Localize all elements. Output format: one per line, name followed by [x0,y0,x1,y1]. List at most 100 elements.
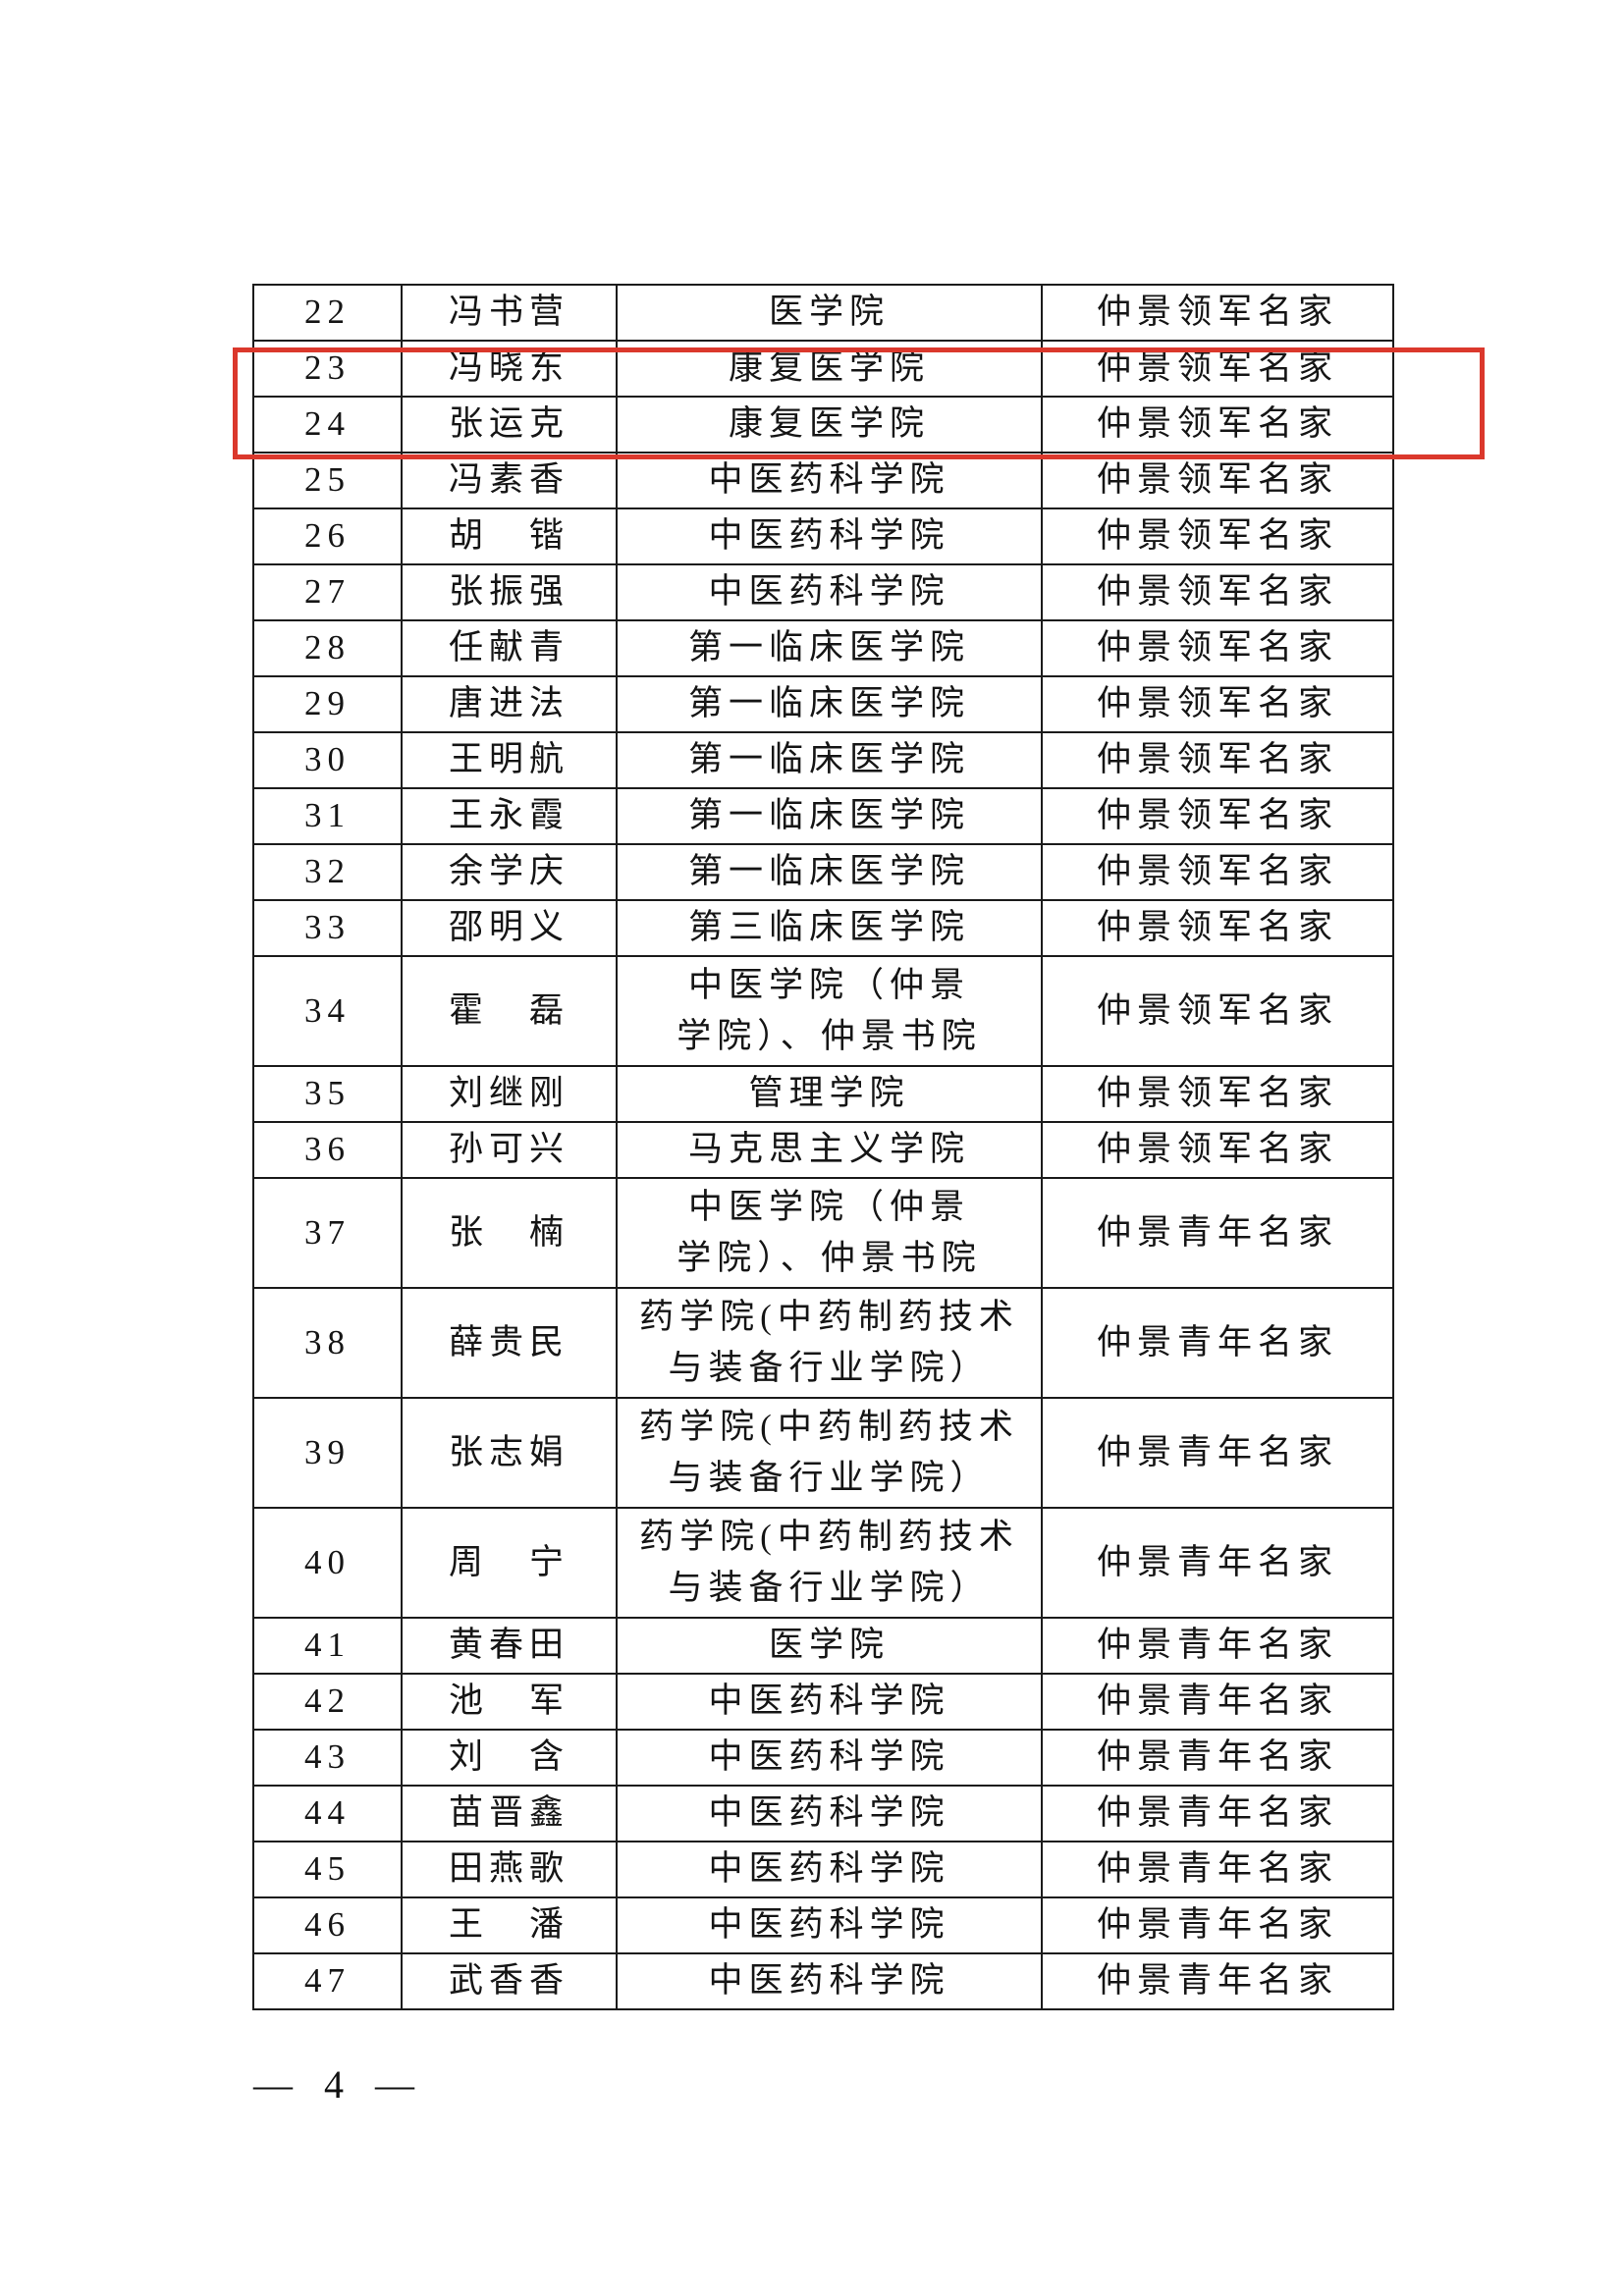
honor-title-cell: 仲景领军名家 [1041,955,1394,1067]
row-number-cell: 23 [252,340,403,398]
person-name-cell: 唐进法 [401,675,618,733]
college-name-cell: 中医学院（仲景 学院）、仲景书院 [616,1177,1043,1289]
table-row: 35 刘继刚 管理学院 仲景领军名家 [252,1065,1394,1123]
page-number: — 4 — [253,2062,416,2107]
honor-title-cell: 仲景青年名家 [1041,1617,1394,1675]
table-row: 41 黄春田 医学院 仲景青年名家 [252,1617,1394,1675]
row-number-cell: 42 [252,1673,403,1731]
table-row: 24 张运克 康复医学院 仲景领军名家 [252,396,1394,454]
table-row: 30 王明航 第一临床医学院 仲景领军名家 [252,731,1394,789]
table-row: 28 任献青 第一临床医学院 仲景领军名家 [252,619,1394,677]
honor-title-cell: 仲景青年名家 [1041,1177,1394,1289]
college-name-cell: 第三临床医学院 [616,899,1043,957]
person-name-cell: 张 楠 [401,1177,618,1289]
college-name-cell: 第一临床医学院 [616,843,1043,901]
table-row: 44 苗晋鑫 中医药科学院 仲景青年名家 [252,1785,1394,1842]
roster-body: 22 冯书营 医学院 仲景领军名家 23 冯晓东 康复医学院 仲景领军名家 24 张运克 康复医学院… [252,284,1394,2010]
college-name-cell: 中医药科学院 [616,1952,1043,2010]
row-number-cell: 45 [252,1841,403,1898]
row-number-cell: 43 [252,1729,403,1787]
row-number-cell: 30 [252,731,403,789]
person-name-cell: 余学庆 [401,843,618,901]
honor-title-cell: 仲景领军名家 [1041,563,1394,621]
row-number-cell: 25 [252,452,403,509]
college-name-cell: 管理学院 [616,1065,1043,1123]
row-number-cell: 39 [252,1397,403,1509]
person-name-cell: 张运克 [401,396,618,454]
person-name-cell: 刘继刚 [401,1065,618,1123]
table-row: 29 唐进法 第一临床医学院 仲景领军名家 [252,675,1394,733]
row-number-cell: 47 [252,1952,403,2010]
college-name-cell: 药学院(中药制药技术 与装备行业学院） [616,1507,1043,1619]
table-row: 31 王永霞 第一临床医学院 仲景领军名家 [252,787,1394,845]
college-name-cell: 中医药科学院 [616,1785,1043,1842]
person-name-cell: 薛贵民 [401,1287,618,1399]
person-name-cell: 胡 锴 [401,507,618,565]
table-row: 26 胡 锴中医药科学院 仲景领军名家 [252,507,1394,565]
table-row: 45 田燕歌 中医药科学院 仲景青年名家 [252,1841,1394,1898]
person-name-cell: 王永霞 [401,787,618,845]
college-name-cell: 中医药科学院 [616,1673,1043,1731]
person-name-cell: 冯书营 [401,284,618,342]
table-row: 38 薛贵民 药学院(中药制药技术 与装备行业学院） 仲景青年名家 [252,1287,1394,1399]
row-number-cell: 32 [252,843,403,901]
honor-title-cell: 仲景领军名家 [1041,787,1394,845]
table-row: 34 霍 磊中医学院（仲景 学院）、仲景书院 仲景领军名家 [252,955,1394,1067]
college-name-cell: 马克思主义学院 [616,1121,1043,1179]
honor-title-cell: 仲景青年名家 [1041,1841,1394,1898]
faculty-roster-table: 22 冯书营 医学院 仲景领军名家 23 冯晓东 康复医学院 仲景领军名家 24 张运克 康复医学院… [252,284,1394,2010]
person-name-cell: 冯晓东 [401,340,618,398]
person-name-cell: 霍 磊 [401,955,618,1067]
person-name-cell: 刘 含 [401,1729,618,1787]
table-row: 47 武香香 中医药科学院 仲景青年名家 [252,1952,1394,2010]
honor-title-cell: 仲景青年名家 [1041,1673,1394,1731]
college-name-cell: 第一临床医学院 [616,675,1043,733]
row-number-cell: 44 [252,1785,403,1842]
table-row: 27 张振强 中医药科学院 仲景领军名家 [252,563,1394,621]
person-name-cell: 苗晋鑫 [401,1785,618,1842]
honor-title-cell: 仲景领军名家 [1041,619,1394,677]
honor-title-cell: 仲景领军名家 [1041,396,1394,454]
honor-title-cell: 仲景青年名家 [1041,1287,1394,1399]
person-name-cell: 孙可兴 [401,1121,618,1179]
person-name-cell: 张志娟 [401,1397,618,1509]
honor-title-cell: 仲景领军名家 [1041,452,1394,509]
person-name-cell: 黄春田 [401,1617,618,1675]
honor-title-cell: 仲景领军名家 [1041,340,1394,398]
honor-title-cell: 仲景青年名家 [1041,1397,1394,1509]
college-name-cell: 第一临床医学院 [616,731,1043,789]
row-number-cell: 27 [252,563,403,621]
honor-title-cell: 仲景青年名家 [1041,1952,1394,2010]
person-name-cell: 王明航 [401,731,618,789]
row-number-cell: 29 [252,675,403,733]
table-row: 37 张 楠中医学院（仲景 学院）、仲景书院 仲景青年名家 [252,1177,1394,1289]
college-name-cell: 第一临床医学院 [616,619,1043,677]
row-number-cell: 28 [252,619,403,677]
college-name-cell: 中医药科学院 [616,1729,1043,1787]
row-number-cell: 24 [252,396,403,454]
row-number-cell: 35 [252,1065,403,1123]
honor-title-cell: 仲景领军名家 [1041,1121,1394,1179]
college-name-cell: 中医药科学院 [616,1841,1043,1898]
table-row: 23 冯晓东 康复医学院 仲景领军名家 [252,340,1394,398]
table-row: 33 邵明义 第三临床医学院 仲景领军名家 [252,899,1394,957]
college-name-cell: 中医药科学院 [616,452,1043,509]
person-name-cell: 王 潘 [401,1896,618,1954]
college-name-cell: 康复医学院 [616,340,1043,398]
table-row: 32 余学庆 第一临床医学院 仲景领军名家 [252,843,1394,901]
honor-title-cell: 仲景领军名家 [1041,731,1394,789]
honor-title-cell: 仲景青年名家 [1041,1785,1394,1842]
college-name-cell: 中医药科学院 [616,507,1043,565]
row-number-cell: 22 [252,284,403,342]
person-name-cell: 任献青 [401,619,618,677]
person-name-cell: 张振强 [401,563,618,621]
college-name-cell: 中医药科学院 [616,1896,1043,1954]
person-name-cell: 邵明义 [401,899,618,957]
person-name-cell: 周 宁 [401,1507,618,1619]
row-number-cell: 36 [252,1121,403,1179]
honor-title-cell: 仲景领军名家 [1041,675,1394,733]
honor-title-cell: 仲景青年名家 [1041,1896,1394,1954]
row-number-cell: 26 [252,507,403,565]
table-row: 36 孙可兴 马克思主义学院 仲景领军名家 [252,1121,1394,1179]
